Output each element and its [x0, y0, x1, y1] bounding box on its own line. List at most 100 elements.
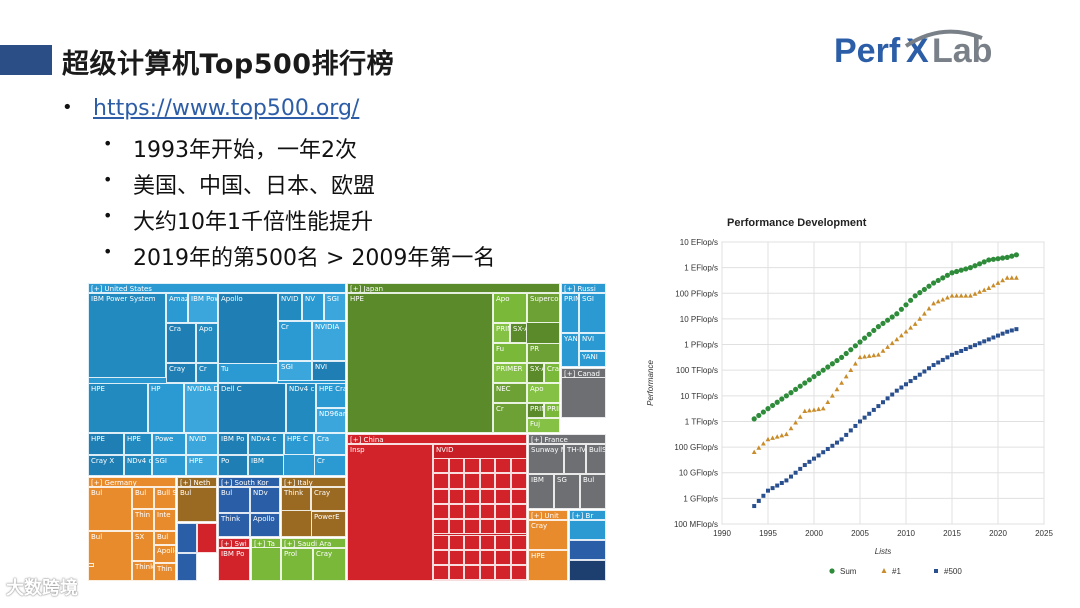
treemap-cell[interactable] — [197, 523, 217, 553]
treemap-cell[interactable]: Cr — [493, 403, 527, 433]
treemap-cell[interactable]: ND96am — [316, 408, 346, 433]
treemap-cell[interactable]: ThinkSy — [132, 561, 154, 581]
treemap-cell[interactable] — [479, 488, 496, 504]
treemap-cell[interactable] — [448, 488, 465, 504]
treemap-cell[interactable]: SX — [132, 531, 154, 561]
treemap-cell[interactable]: YANDI — [561, 333, 579, 367]
treemap-cell[interactable]: Bul — [88, 531, 132, 581]
treemap-cell[interactable] — [479, 549, 496, 566]
treemap-cell[interactable]: Cr — [196, 363, 218, 383]
treemap-cell[interactable]: PRIMEH — [527, 403, 544, 418]
treemap-cell[interactable]: HPE — [186, 455, 218, 476]
treemap-cell[interactable] — [511, 549, 527, 566]
treemap-cell[interactable]: IBM — [248, 455, 284, 476]
treemap-region-label[interactable]: [+] United States — [88, 283, 346, 293]
treemap-cell[interactable]: NVIDIA DGX A1 — [184, 383, 218, 433]
treemap-region-label[interactable]: [+] Ta — [251, 538, 281, 548]
treemap-cell[interactable] — [511, 534, 527, 550]
treemap-region-label[interactable]: [+] Unit — [528, 510, 568, 520]
treemap-cell[interactable]: Cra — [314, 433, 346, 455]
treemap-cell[interactable] — [448, 565, 465, 581]
treemap-cell[interactable]: Cray — [544, 363, 560, 383]
treemap-cell[interactable]: SGI — [152, 455, 186, 476]
treemap-cell[interactable] — [433, 534, 449, 550]
treemap-cell[interactable]: Think — [281, 487, 311, 511]
treemap-cell[interactable] — [479, 503, 496, 520]
treemap-region-label[interactable]: [+] Neth — [177, 477, 217, 487]
treemap-cell[interactable]: YANI — [579, 351, 606, 367]
treemap-cell[interactable]: NDv4 c — [124, 455, 152, 476]
treemap-cell[interactable] — [479, 519, 496, 535]
treemap-cell[interactable] — [448, 458, 465, 474]
treemap-cell[interactable]: NVID — [278, 293, 302, 321]
treemap-cell[interactable] — [177, 553, 197, 581]
treemap-cell[interactable] — [464, 549, 480, 566]
treemap-cell[interactable] — [464, 519, 480, 535]
treemap-cell[interactable]: NVIDIA — [312, 321, 346, 361]
treemap-cell[interactable]: Think — [218, 513, 250, 537]
treemap-cell[interactable] — [448, 473, 465, 489]
treemap-region-label[interactable]: [+] Br — [569, 510, 606, 520]
treemap-cell[interactable]: NEC — [493, 383, 527, 403]
treemap-cell[interactable] — [177, 523, 197, 553]
treemap-cell[interactable]: NDv — [250, 487, 280, 513]
treemap-cell[interactable]: Thin — [132, 509, 154, 531]
treemap-cell[interactable] — [464, 534, 480, 550]
treemap-cell[interactable] — [569, 520, 606, 540]
treemap-cell[interactable] — [495, 488, 511, 504]
treemap-cell[interactable]: IBM — [528, 474, 554, 509]
treemap-cell[interactable] — [479, 473, 496, 489]
treemap-cell[interactable] — [479, 458, 496, 474]
treemap-cell[interactable] — [433, 488, 449, 504]
treemap-cell[interactable]: HP — [148, 383, 184, 433]
treemap-cell[interactable]: IBM Po — [218, 548, 250, 581]
treemap-cell[interactable] — [569, 560, 606, 581]
treemap-cell[interactable]: Apo — [196, 323, 218, 363]
treemap-cell[interactable]: HPE — [88, 433, 124, 455]
treemap-cell[interactable]: Cray — [166, 363, 196, 383]
treemap-cell[interactable]: Cra — [166, 323, 196, 363]
treemap-cell[interactable] — [495, 503, 511, 520]
treemap-cell[interactable]: NV — [302, 293, 324, 321]
treemap-cell[interactable] — [464, 458, 480, 474]
treemap-cell[interactable]: Bul — [154, 531, 176, 545]
treemap-cell[interactable]: NVI — [312, 361, 346, 381]
treemap-cell[interactable]: Bul — [132, 487, 154, 509]
treemap-region-label[interactable]: [+] Russi — [561, 283, 606, 293]
treemap-cell[interactable]: Supercomputer Fugaku, A64FX 48 — [527, 293, 560, 323]
treemap-cell[interactable] — [495, 519, 511, 535]
treemap-cell[interactable]: IBM Po — [218, 433, 248, 455]
treemap-cell[interactable]: HPE C — [284, 433, 314, 455]
treemap-cell[interactable] — [448, 549, 465, 566]
treemap-cell[interactable] — [448, 503, 465, 520]
treemap-cell[interactable]: HPE — [528, 550, 568, 581]
treemap-region-label[interactable]: [+] Saudi Ara — [281, 538, 346, 548]
treemap-cell[interactable]: HPE — [88, 383, 148, 433]
treemap-region-label[interactable]: [+] Swi — [218, 538, 250, 548]
treemap-cell[interactable] — [511, 458, 527, 474]
treemap-cell[interactable]: Apo — [527, 383, 560, 403]
treemap-cell[interactable] — [433, 565, 449, 581]
treemap-cell[interactable]: Cray — [313, 548, 346, 581]
treemap-cell[interactable]: PR — [527, 343, 560, 363]
treemap-cell[interactable]: Apo — [493, 293, 527, 323]
treemap-region-label[interactable]: [+] Japan — [347, 283, 560, 293]
treemap-cell[interactable] — [511, 488, 527, 504]
treemap-region-label[interactable]: [+] Canad — [561, 368, 606, 378]
treemap-cell[interactable]: Fu — [493, 343, 527, 363]
treemap-cell[interactable] — [495, 549, 511, 566]
treemap-cell[interactable]: Cray — [311, 487, 346, 511]
treemap-cell[interactable]: Bull Seq — [154, 487, 176, 509]
treemap-cell[interactable]: Apollo — [154, 545, 176, 563]
treemap-cell[interactable]: Powe — [152, 433, 186, 455]
treemap-cell[interactable]: HPE — [347, 293, 493, 433]
treemap-cell[interactable] — [433, 458, 449, 474]
treemap-cell[interactable]: Insp — [347, 444, 433, 581]
treemap-cell[interactable]: Po — [218, 455, 248, 476]
treemap-cell[interactable]: PRIMEH — [561, 293, 579, 333]
treemap-cell[interactable]: Bul — [177, 487, 217, 522]
treemap-region-label[interactable]: [+] Italy — [281, 477, 346, 487]
treemap-cell[interactable]: NVID — [186, 433, 218, 455]
treemap-cell[interactable]: IBM Power Sys — [188, 293, 218, 323]
treemap-cell[interactable]: Prol — [281, 548, 313, 581]
